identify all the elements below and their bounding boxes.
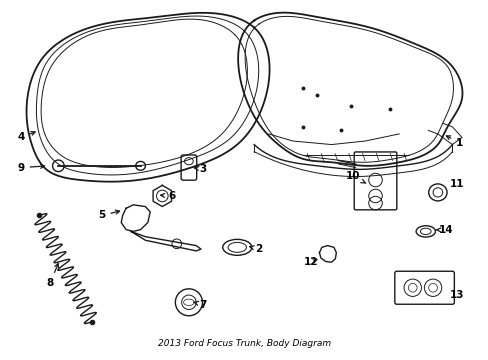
Text: 2: 2 <box>249 244 262 254</box>
Text: 12: 12 <box>304 257 318 266</box>
Ellipse shape <box>136 161 145 170</box>
FancyBboxPatch shape <box>394 271 453 304</box>
Ellipse shape <box>428 184 446 201</box>
Circle shape <box>403 279 421 296</box>
Circle shape <box>424 279 441 296</box>
FancyBboxPatch shape <box>181 155 196 180</box>
Text: 14: 14 <box>435 225 453 235</box>
Text: 4: 4 <box>18 131 35 143</box>
Text: 6: 6 <box>161 191 175 201</box>
Text: 10: 10 <box>346 171 365 183</box>
Ellipse shape <box>415 226 435 237</box>
Text: 2013 Ford Focus Trunk, Body Diagram: 2013 Ford Focus Trunk, Body Diagram <box>158 338 330 347</box>
Ellipse shape <box>223 239 251 255</box>
FancyBboxPatch shape <box>353 152 396 210</box>
Text: 1: 1 <box>446 136 462 148</box>
Circle shape <box>53 160 64 172</box>
Circle shape <box>175 289 202 316</box>
Text: 3: 3 <box>194 165 206 174</box>
Text: 7: 7 <box>194 300 207 310</box>
Text: 5: 5 <box>98 210 120 220</box>
Text: 8: 8 <box>46 264 59 288</box>
Text: 11: 11 <box>449 179 464 189</box>
Text: 13: 13 <box>449 290 464 300</box>
Text: 9: 9 <box>18 163 44 172</box>
